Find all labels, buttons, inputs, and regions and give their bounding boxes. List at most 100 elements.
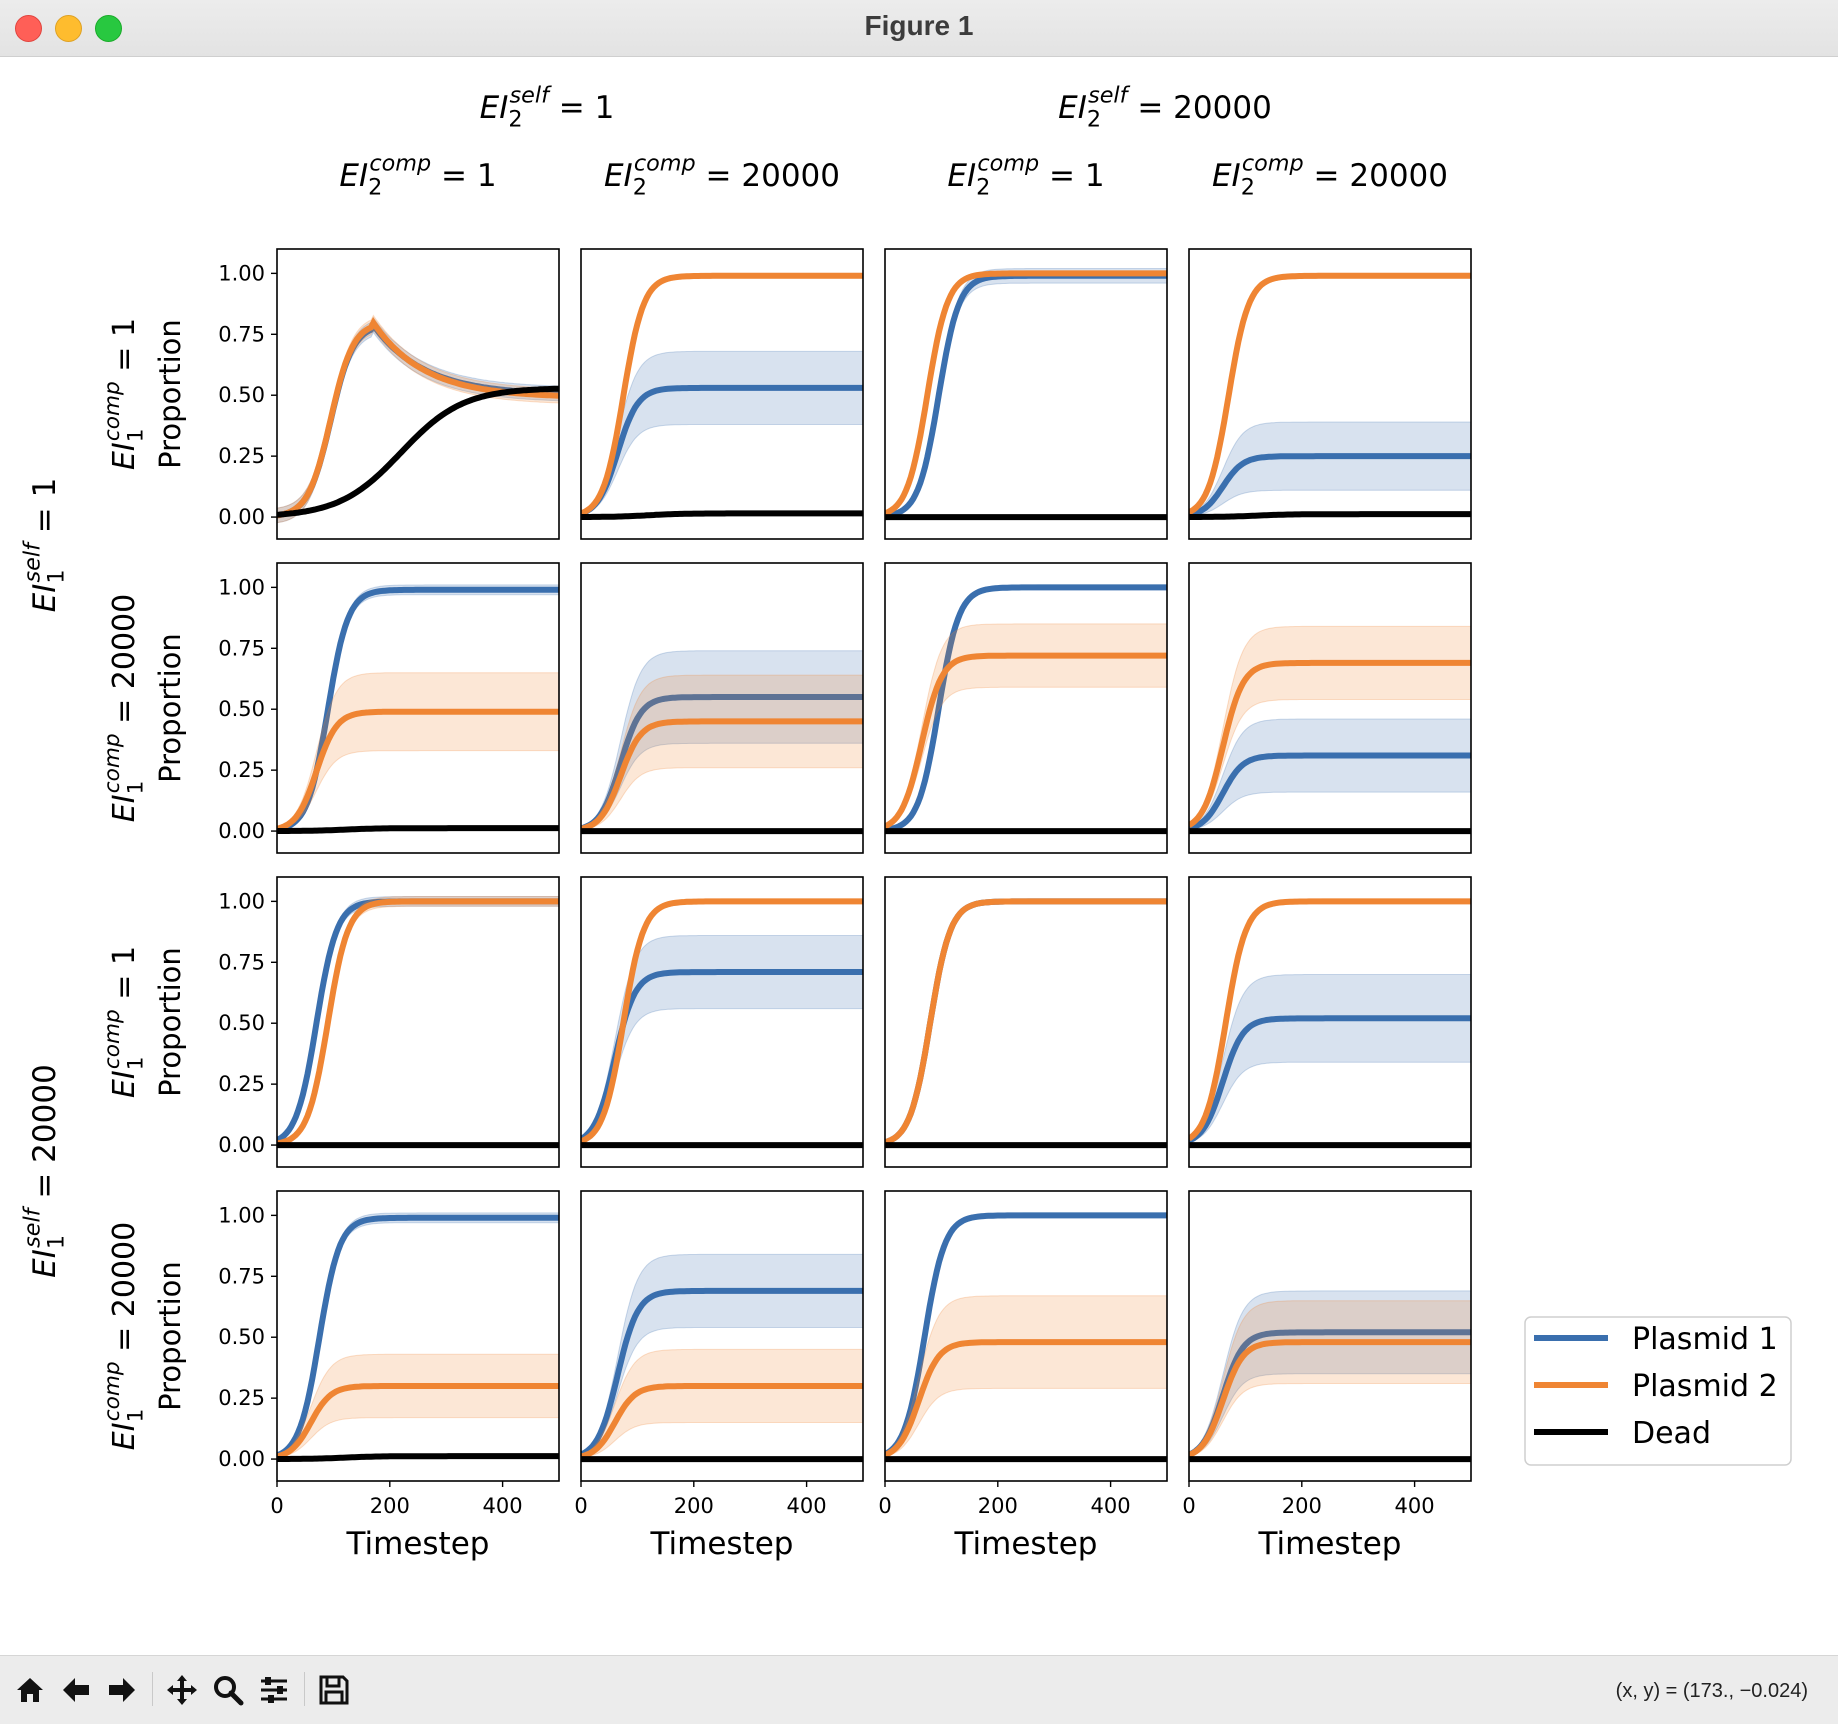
plasmid2-line [885,652,1167,830]
x-tick-label: 400 [1091,1494,1131,1518]
plasmid1-band [277,316,559,524]
zoom-icon [214,1676,244,1706]
plasmid1-band [277,584,559,831]
subplot-r2-c1 [580,876,864,1168]
dead-line [277,1453,559,1462]
row-header: EI1comp = 20000 [100,594,148,822]
axes-frame [884,562,1168,854]
title-bar: Figure 1 [0,0,1838,57]
plasmid2-band [885,898,1167,1143]
subplot-r3-c1: 0 200 400 Timestep [574,1190,864,1562]
x-tick-label: 200 [370,1494,410,1518]
plasmid2-line [885,270,1167,517]
x-tick-label: 200 [674,1494,714,1518]
subplot-r0-c1: EI2comp = 20000 [580,151,864,540]
plot-area [581,898,863,1149]
subplot-r3-c2: 0 200 400 Timestep [878,1190,1168,1562]
plasmid2-line [581,898,863,1145]
plasmid2-band [277,314,559,524]
x-axis-label: Timestep [954,1526,1098,1562]
plot-area [581,650,863,835]
plasmid1-line [885,584,1167,833]
plasmid2-line [581,272,863,517]
subplot-r1-c2 [884,562,1168,854]
forward-button[interactable] [100,1668,144,1712]
axes-frame [884,876,1168,1168]
y-tick-label: 1.00 [218,1203,265,1227]
axes-frame [1188,1190,1472,1482]
configure-subplots-icon [261,1677,287,1703]
axes-frame [1188,248,1472,540]
plasmid2-line [277,708,559,832]
column-group-header: EI2self = 20000 [1058,83,1272,133]
axes-frame [276,562,560,854]
back-button[interactable] [54,1668,98,1712]
y-tick-label: 0.25 [218,758,265,782]
row-group-header: EI1self = 1 [20,478,70,613]
axes-frame [580,876,864,1168]
column-header: EI2comp = 20000 [604,151,840,201]
dead-line [581,510,863,520]
y-tick-label: 0.00 [218,819,265,843]
x-axis-label: Timestep [346,1526,490,1562]
figure-canvas[interactable]: 0.00 0.25 0.50 0.75 1.00 Proportion EI1comp = … [0,57,1838,1655]
save-button[interactable] [312,1668,356,1712]
y-tick-label: 0.75 [218,322,265,346]
y-tick-label: 0.00 [218,505,265,529]
row-group-header: EI1self = 20000 [20,1064,70,1278]
plasmid1-band [1189,421,1471,517]
x-axis-label: Timestep [650,1526,794,1562]
plasmid1-line [885,1212,1167,1457]
y-tick-label: 1.00 [218,575,265,599]
configure-subplots-button[interactable] [252,1668,296,1712]
dead-line [277,825,559,834]
plasmid2-line [581,1383,863,1460]
subplot-r0-c2: EI2comp = 1 [884,151,1168,540]
window-title: Figure 1 [864,10,974,41]
minimize-window-button[interactable] [55,15,82,42]
y-axis-label: Proportion [153,947,187,1097]
subplot-r2-c3 [1188,876,1472,1168]
plasmid1-line [1189,1329,1471,1458]
x-tick-label: 0 [878,1494,891,1518]
plot-area [277,1212,559,1462]
y-axis-label: Proportion [153,1261,187,1411]
axes-frame [1188,876,1472,1168]
subplot-r0-c3: EI2comp = 20000 [1188,151,1472,540]
x-tick-label: 0 [270,1494,283,1518]
pan-button[interactable] [160,1668,204,1712]
plot-area [277,896,559,1149]
axes-frame [580,1190,864,1482]
maximize-window-button[interactable] [95,15,122,42]
plasmid1-line [581,1287,863,1458]
forward-icon [109,1678,135,1702]
plasmid1-line [581,694,863,832]
plasmid2-band [1189,625,1471,828]
y-axis-label: Proportion [153,319,187,469]
y-tick-label: 1.00 [218,889,265,913]
legend-label: Plasmid 1 [1632,1322,1778,1357]
subplot-r2-c2 [884,876,1168,1168]
close-window-button[interactable] [15,15,42,42]
plasmid1-line [1189,752,1471,832]
plasmid2-band [277,672,559,831]
plot-area [885,1212,1167,1463]
plot-area [1189,272,1471,520]
zoom-button[interactable] [206,1668,250,1712]
legend-label: Dead [1632,1416,1711,1451]
dead-line [1189,511,1471,520]
home-icon [17,1678,43,1702]
subplot-r1-c3 [1188,562,1472,854]
plasmid2-line [1189,272,1471,515]
home-button[interactable] [8,1668,52,1712]
axes-frame [276,1190,560,1482]
y-tick-label: 0.25 [218,444,265,468]
plasmid2-line [277,1383,559,1460]
row-header: EI1comp = 1 [100,318,148,470]
plot-area [581,1253,863,1463]
plasmid1-line [277,586,559,833]
plasmid2-band [885,1295,1167,1458]
